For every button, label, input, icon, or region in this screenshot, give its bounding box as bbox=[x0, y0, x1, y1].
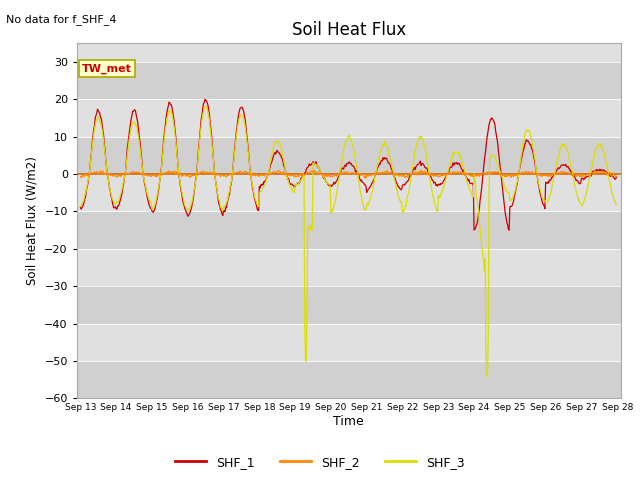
Text: TW_met: TW_met bbox=[82, 64, 132, 74]
Title: Soil Heat Flux: Soil Heat Flux bbox=[292, 21, 406, 39]
Y-axis label: Soil Heat Flux (W/m2): Soil Heat Flux (W/m2) bbox=[26, 156, 38, 285]
Bar bbox=[77, 249, 621, 286]
Bar bbox=[77, 361, 621, 398]
X-axis label: Time: Time bbox=[333, 415, 364, 428]
Bar bbox=[77, 286, 621, 324]
Legend: SHF_1, SHF_2, SHF_3: SHF_1, SHF_2, SHF_3 bbox=[170, 451, 470, 474]
Bar bbox=[77, 137, 621, 174]
Bar bbox=[77, 212, 621, 249]
Text: No data for f_SHF_4: No data for f_SHF_4 bbox=[6, 14, 117, 25]
Bar bbox=[77, 324, 621, 361]
Bar bbox=[77, 99, 621, 137]
Bar bbox=[77, 174, 621, 212]
Bar bbox=[77, 62, 621, 99]
